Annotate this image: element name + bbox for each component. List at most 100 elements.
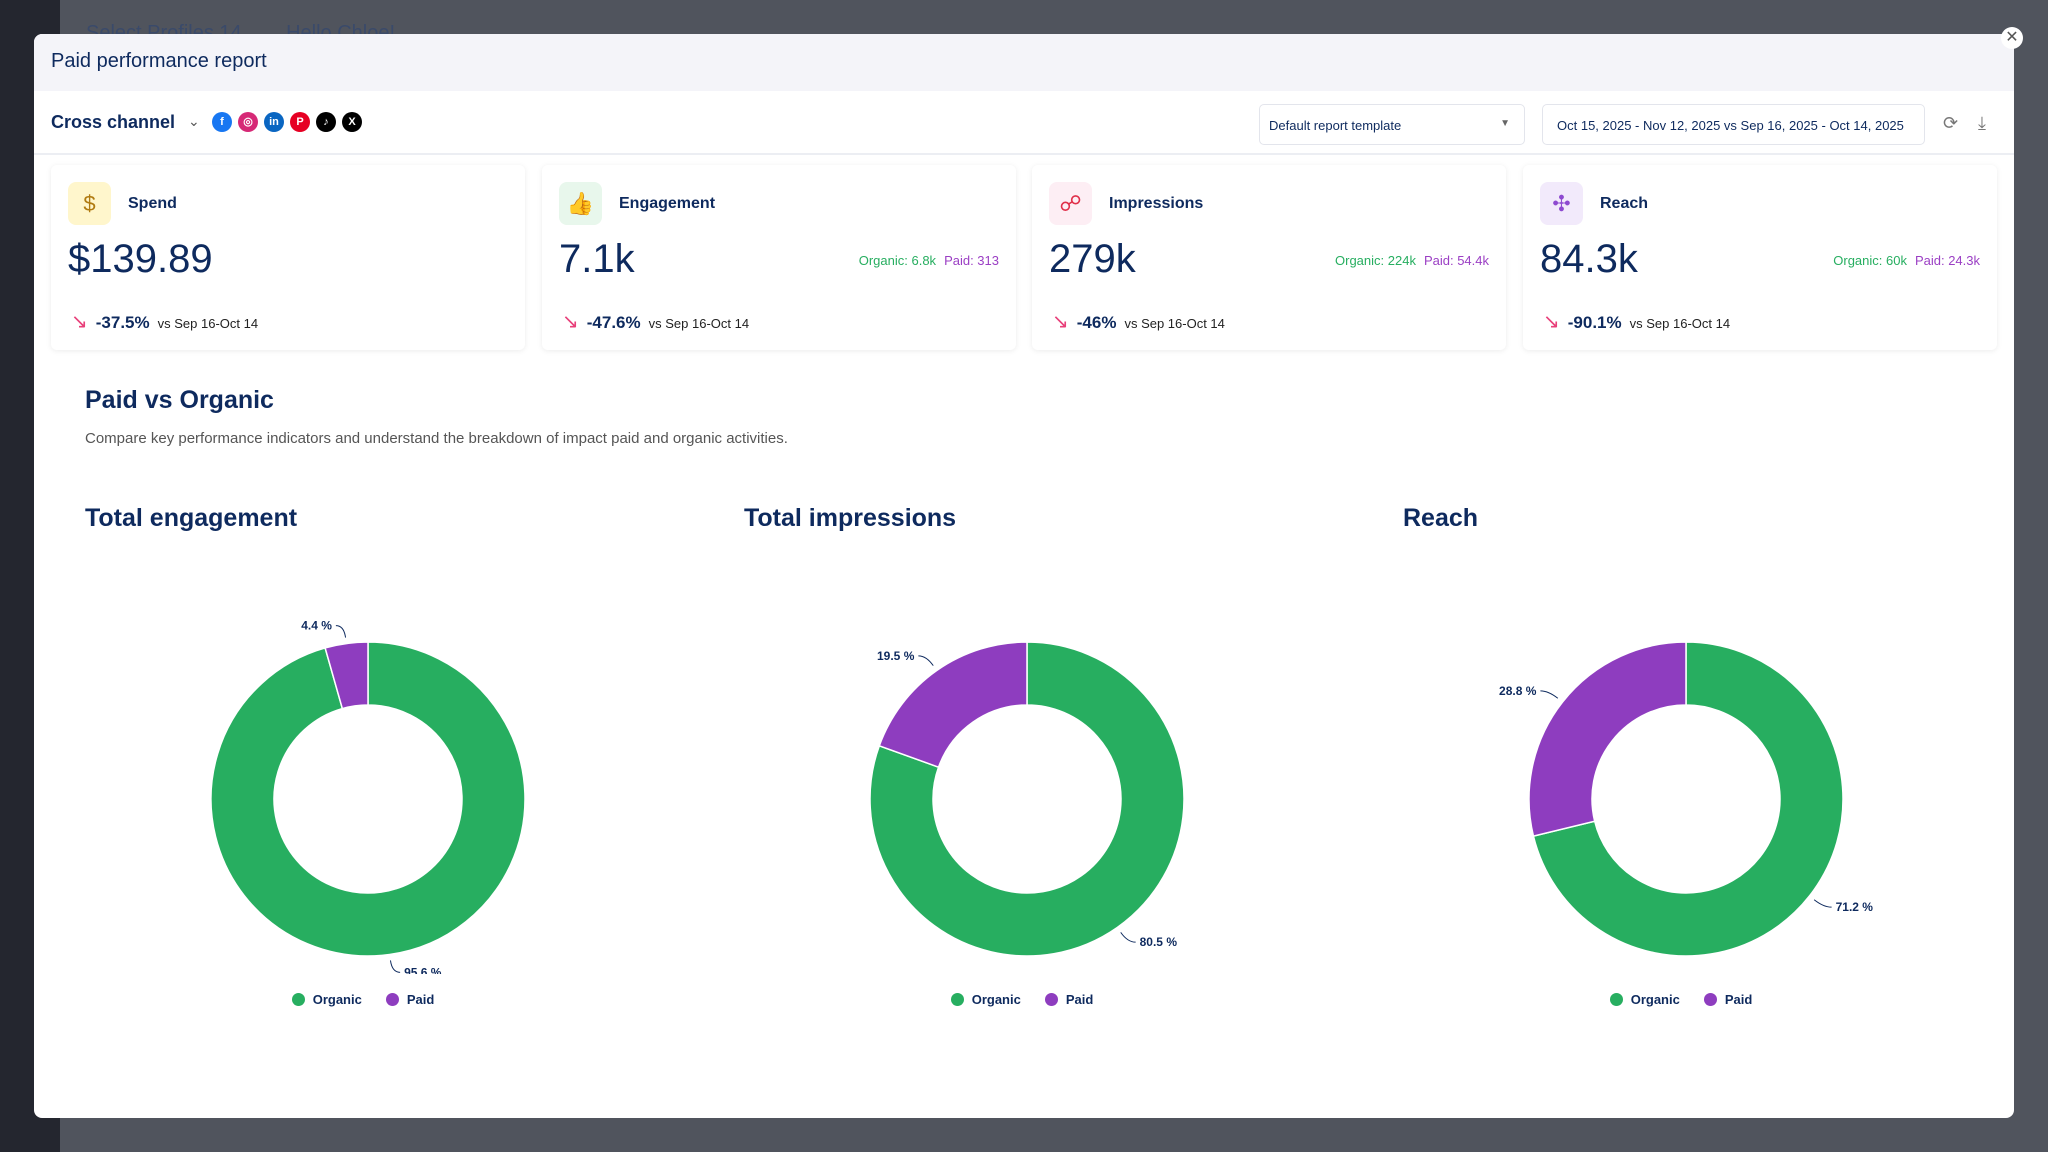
donut-svg: 80.5 % 19.5 % <box>869 641 1185 957</box>
chart-legend: Organic Paid <box>1381 992 1981 1007</box>
thumbs-up-icon: 👍 <box>559 182 602 225</box>
toolbar: Cross channel ⌄ f ◎ in P ♪ X Default report t… <box>34 91 2014 155</box>
label-leader-line <box>918 655 934 666</box>
change-percent: -47.6% <box>586 313 641 332</box>
legend-label: Paid <box>1065 992 1094 1007</box>
arrow-down-right-icon: ↘ <box>1543 311 1560 333</box>
label-leader-line <box>1813 899 1832 908</box>
chevron-down-icon[interactable]: ⌄ <box>188 113 200 129</box>
template-value: Default report template <box>1269 118 1402 133</box>
report-modal: Paid performance report Cross channel ⌄ … <box>34 34 2014 1118</box>
date-range-picker[interactable]: Oct 15, 2025 - Nov 12, 2025 vs Sep 16, 2… <box>1542 104 1925 145</box>
template-select[interactable]: Default report template ▼ <box>1259 104 1525 145</box>
download-icon[interactable]: ⤓ <box>1978 113 1986 133</box>
legend-item-organic[interactable]: Organic <box>950 992 1021 1007</box>
label-leader-line <box>1540 690 1559 699</box>
kpi-change: ↘ -47.6% vs Sep 16-Oct 14 <box>562 309 749 334</box>
caret-down-icon: ▼ <box>1500 118 1510 129</box>
comparison-period: vs Sep 16-Oct 14 <box>157 316 259 331</box>
legend-item-organic[interactable]: Organic <box>291 992 362 1007</box>
kpi-change: ↘ -90.1% vs Sep 16-Oct 14 <box>1543 309 1730 334</box>
change-percent: -37.5% <box>95 313 150 332</box>
refresh-icon[interactable]: ⟳ <box>1943 113 1959 133</box>
section-title: Paid vs Organic <box>85 386 274 414</box>
slice-paid[interactable] <box>878 641 1028 769</box>
close-icon[interactable]: ✕ <box>2001 27 2023 49</box>
legend-item-organic[interactable]: Organic <box>1609 992 1680 1007</box>
x-icon[interactable]: X <box>342 112 362 132</box>
comparison-period: vs Sep 16-Oct 14 <box>648 316 750 331</box>
data-label: 4.4 % <box>301 619 332 633</box>
data-label: 95.6 % <box>404 965 442 974</box>
kpi-split: Organic: 6.8k Paid: 313 <box>859 253 999 268</box>
pinterest-icon[interactable]: P <box>290 112 310 132</box>
legend-item-paid[interactable]: Paid <box>1703 992 1753 1007</box>
kpi-change: ↘ -46% vs Sep 16-Oct 14 <box>1052 309 1225 334</box>
chart-legend: Organic Paid <box>63 992 663 1007</box>
legend-label: Organic <box>312 992 362 1007</box>
donut-svg: 95.6 % 4.4 % <box>210 619 526 979</box>
kpi-label: Reach <box>1600 195 1649 212</box>
legend-label: Paid <box>406 992 435 1007</box>
kpi-split: Organic: 60k Paid: 24.3k <box>1833 253 1980 268</box>
legend-item-paid[interactable]: Paid <box>385 992 435 1007</box>
linkedin-icon[interactable]: in <box>264 112 284 132</box>
chart-title: Total impressions <box>744 504 957 532</box>
legend-dot-icon <box>291 993 305 1006</box>
facebook-icon[interactable]: f <box>212 112 232 132</box>
instagram-icon[interactable]: ◎ <box>238 112 258 132</box>
kpi-value: 7.1k <box>559 237 635 281</box>
label-leader-line <box>1120 932 1136 943</box>
kpi-split: Organic: 224k Paid: 54.4k <box>1335 253 1489 268</box>
network-icon: ✣ <box>1540 182 1583 225</box>
chart-title: Total engagement <box>85 504 298 532</box>
slice-organic[interactable] <box>1532 641 1844 957</box>
platform-icons: f ◎ in P ♪ X <box>212 112 362 132</box>
modal-title: Paid performance report <box>34 34 2014 91</box>
kpi-label: Engagement <box>619 195 716 212</box>
legend-label: Paid <box>1724 992 1753 1007</box>
kpi-card-impressions: ☍ Impressions 279k Organic: 224k Paid: 54… <box>1032 165 1506 350</box>
label-leader-line <box>389 960 401 973</box>
donut-chart: 80.5 % 19.5 % Organic Paid <box>722 574 1322 1044</box>
comparison-period: vs Sep 16-Oct 14 <box>1124 316 1225 331</box>
paid-value: Paid: 313 <box>944 253 999 268</box>
legend-dot-icon <box>950 993 964 1006</box>
slice-organic[interactable] <box>210 641 526 957</box>
organic-value: Organic: 224k <box>1335 253 1416 268</box>
donut-svg: 71.2 % 28.8 % <box>1499 641 1874 957</box>
tiktok-icon[interactable]: ♪ <box>316 112 336 132</box>
paid-value: Paid: 24.3k <box>1914 253 1980 268</box>
kpi-value: 84.3k <box>1540 237 1638 281</box>
arrow-down-right-icon: ↘ <box>562 311 579 333</box>
kpi-change: ↘ -37.5% vs Sep 16-Oct 14 <box>71 309 258 334</box>
change-percent: -90.1% <box>1567 313 1622 332</box>
section-description: Compare key performance indicators and u… <box>85 430 788 447</box>
legend-dot-icon <box>1703 993 1717 1006</box>
slice-paid[interactable] <box>1528 641 1687 838</box>
slice-organic[interactable] <box>869 641 1185 957</box>
organic-value: Organic: 6.8k <box>858 253 937 268</box>
chart-title: Reach <box>1403 504 1479 532</box>
data-label: 80.5 % <box>1140 935 1178 949</box>
organic-value: Organic: 60k <box>1833 253 1907 268</box>
kpi-label: Impressions <box>1109 195 1204 212</box>
change-percent: -46% <box>1076 313 1117 332</box>
data-label: 19.5 % <box>877 649 915 663</box>
paid-value: Paid: 54.4k <box>1423 253 1489 268</box>
comparison-period: vs Sep 16-Oct 14 <box>1629 316 1731 331</box>
legend-item-paid[interactable]: Paid <box>1044 992 1094 1007</box>
kpi-value: $139.89 <box>68 237 213 281</box>
kpi-card-spend: $ Spend $139.89 ↘ -37.5% vs Sep 16-Oct 14 <box>51 165 525 350</box>
kpi-label: Spend <box>128 195 177 212</box>
channel-select[interactable]: Cross channel <box>51 112 176 132</box>
slice-paid[interactable] <box>324 641 369 710</box>
kpi-split <box>500 253 508 268</box>
kpi-card-reach: ✣ Reach 84.3k Organic: 60k Paid: 24.3k ↘ -… <box>1523 165 1997 350</box>
share-nodes-icon: ☍ <box>1049 182 1092 225</box>
data-label: 71.2 % <box>1836 900 1874 914</box>
legend-label: Organic <box>1630 992 1680 1007</box>
donut-chart: 95.6 % 4.4 % Organic Paid <box>63 574 663 1044</box>
donut-chart: 71.2 % 28.8 % Organic Paid <box>1381 574 1981 1044</box>
kpi-value: 279k <box>1049 237 1136 281</box>
